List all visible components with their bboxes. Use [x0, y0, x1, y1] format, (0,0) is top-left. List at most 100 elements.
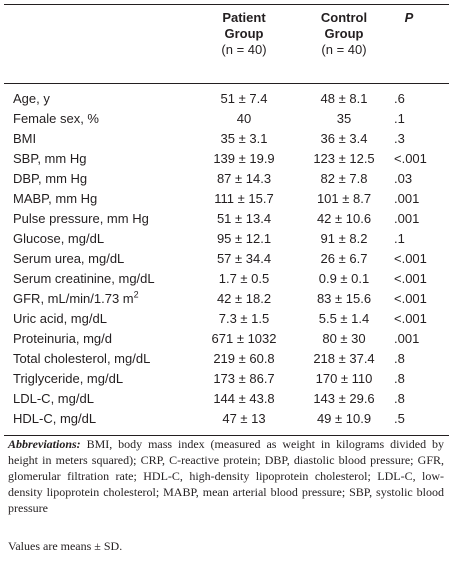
table-row: Serum creatinine, mg/dL 1.7 ± 0.5 0.9 ± 0.…: [4, 269, 449, 289]
p-value: <.001: [394, 271, 427, 286]
patient-value: 51 ± 7.4: [220, 91, 268, 106]
control-value: 35: [336, 111, 352, 126]
table-row: GFR, mL/min/1.73 m2 42 ± 18.2 83 ± 15.6 <.0…: [4, 289, 449, 309]
abbreviations-text: BMI, body mass index (measured as weight…: [8, 437, 444, 515]
row-label-text: Age, y: [13, 91, 50, 106]
abbreviations-footnote: Abbreviations: BMI, body mass index (mea…: [8, 436, 444, 516]
row-label-text: GFR, mL/min/1.73 m: [13, 291, 134, 306]
control-value: 49 ± 10.9: [316, 411, 372, 426]
header-p-value: P: [404, 10, 414, 25]
table-row: BMI 35 ± 3.1 36 ± 3.4 .3: [4, 129, 449, 149]
header-control-group: Control Group (n = 40): [302, 10, 386, 58]
row-label-text: Serum urea, mg/dL: [13, 251, 125, 266]
table-row: Female sex, % 40 35 .1: [4, 109, 449, 129]
table-row: HDL-C, mg/dL 47 ± 13 49 ± 10.9 .5: [4, 409, 449, 429]
table-row: Pulse pressure, mm Hg 51 ± 13.4 42 ± 10.6.…: [4, 209, 449, 229]
table-header-rule: [4, 83, 449, 84]
patient-value: 139 ± 19.9: [213, 151, 275, 166]
header-control-count: (n = 40): [321, 42, 367, 57]
row-label: Uric acid, mg/dL: [13, 309, 107, 329]
patient-value: 671 ± 1032: [211, 331, 277, 346]
row-label-text: BMI: [13, 131, 37, 146]
patient-value: 111 ± 15.7: [214, 191, 274, 206]
values-note: Values are means ± SD.: [8, 539, 123, 553]
patient-value: 35 ± 3.1: [220, 131, 268, 146]
row-label: MABP, mm Hg: [13, 189, 97, 209]
abbreviations-heading: Abbreviations:: [8, 437, 81, 451]
table-row: Triglyceride, mg/dL 173 ± 86.7 170 ± 110 .8: [4, 369, 449, 389]
patient-value: 87 ± 14.3: [216, 171, 272, 186]
control-value: 91 ± 8.2: [320, 231, 368, 246]
patient-value: 173 ± 86.7: [213, 371, 275, 386]
row-label-text: Female sex, %: [13, 111, 99, 126]
control-value: 218 ± 37.4: [313, 351, 375, 366]
table-bottom-rule: [4, 435, 449, 436]
row-label-text: LDL-C, mg/dL: [13, 391, 94, 406]
row-label: Serum creatinine, mg/dL: [13, 269, 155, 289]
p-value: <.001: [394, 311, 427, 326]
row-label-text: Glucose, mg/dL: [13, 231, 105, 246]
p-value: .001: [394, 191, 420, 206]
p-value: <.001: [394, 251, 427, 266]
p-value: .1: [394, 111, 405, 126]
row-label: BMI: [13, 129, 36, 149]
patient-value: 51 ± 13.4: [216, 211, 272, 226]
table-body: Age, y 51 ± 7.4 48 ± 8.1 .6 Female sex, % 40 3…: [4, 84, 449, 435]
table-row: DBP, mm Hg 87 ± 14.3 82 ± 7.8 .03: [4, 169, 449, 189]
patient-value: 57 ± 34.4: [216, 251, 272, 266]
row-label: Glucose, mg/dL: [13, 229, 104, 249]
row-label: Total cholesterol, mg/dL: [13, 349, 150, 369]
table-row: Serum urea, mg/dL 57 ± 34.4 26 ± 6.7 <.001: [4, 249, 449, 269]
row-label: Triglyceride, mg/dL: [13, 369, 123, 389]
row-label-text: SBP, mm Hg: [13, 151, 87, 166]
table-header: Patient Group (n = 40) Control Group (n …: [4, 5, 449, 83]
row-label-superscript: 2: [133, 289, 139, 300]
row-label-text: Uric acid, mg/dL: [13, 311, 107, 326]
control-value: 123 ± 12.5: [313, 151, 375, 166]
p-value: .6: [394, 91, 405, 106]
header-patient-line-2: Group: [224, 26, 264, 41]
row-label: Pulse pressure, mm Hg: [13, 209, 149, 229]
row-label-text: Triglyceride, mg/dL: [13, 371, 124, 386]
table-row: SBP, mm Hg 139 ± 19.9 123 ± 12.5 <.001: [4, 149, 449, 169]
p-value: <.001: [394, 151, 427, 166]
row-label: GFR, mL/min/1.73 m2: [13, 289, 139, 309]
p-value: .8: [394, 391, 405, 406]
row-label: Serum urea, mg/dL: [13, 249, 124, 269]
control-value: 101 ± 8.7: [316, 191, 372, 206]
control-value: 80 ± 30: [322, 331, 366, 346]
control-value: 48 ± 8.1: [320, 91, 368, 106]
p-value: .001: [394, 211, 420, 226]
control-value: 83 ± 15.6: [316, 291, 372, 306]
control-value: 5.5 ± 1.4: [318, 311, 370, 326]
patient-value: 40: [236, 111, 252, 126]
p-value: .001: [394, 331, 420, 346]
row-label: SBP, mm Hg: [13, 149, 86, 169]
p-value: .3: [394, 131, 405, 146]
row-label-text: HDL-C, mg/dL: [13, 411, 97, 426]
patient-value: 219 ± 60.8: [213, 351, 275, 366]
patient-value: 47 ± 13: [222, 411, 266, 426]
table-top-rule: [4, 4, 449, 5]
row-label: Female sex, %: [13, 109, 99, 129]
control-value: 82 ± 7.8: [320, 171, 368, 186]
table-row: LDL-C, mg/dL 144 ± 43.8 143 ± 29.6 .8: [4, 389, 449, 409]
control-value: 26 ± 6.7: [320, 251, 368, 266]
control-value: 143 ± 29.6: [313, 391, 375, 406]
patient-value: 144 ± 43.8: [213, 391, 275, 406]
row-label: DBP, mm Hg: [13, 169, 87, 189]
row-label-text: DBP, mm Hg: [13, 171, 88, 186]
p-value: .8: [394, 371, 405, 386]
table-row: Proteinuria, mg/d 671 ± 1032 80 ± 30 .001: [4, 329, 449, 349]
table-row: Glucose, mg/dL 95 ± 12.1 91 ± 8.2 .1: [4, 229, 449, 249]
p-value: .03: [394, 171, 413, 186]
row-label-text: Serum creatinine, mg/dL: [13, 271, 155, 286]
header-patient-count: (n = 40): [221, 42, 267, 57]
row-label: Age, y: [13, 89, 50, 109]
header-patient-line-1: Patient: [222, 10, 266, 25]
table-row: Age, y 51 ± 7.4 48 ± 8.1 .6: [4, 89, 449, 109]
table-row: MABP, mm Hg 111 ± 15.7 101 ± 8.7 .001: [4, 189, 449, 209]
control-value: 42 ± 10.6: [316, 211, 372, 226]
patient-value: 95 ± 12.1: [216, 231, 272, 246]
control-value: 170 ± 110: [315, 371, 373, 386]
